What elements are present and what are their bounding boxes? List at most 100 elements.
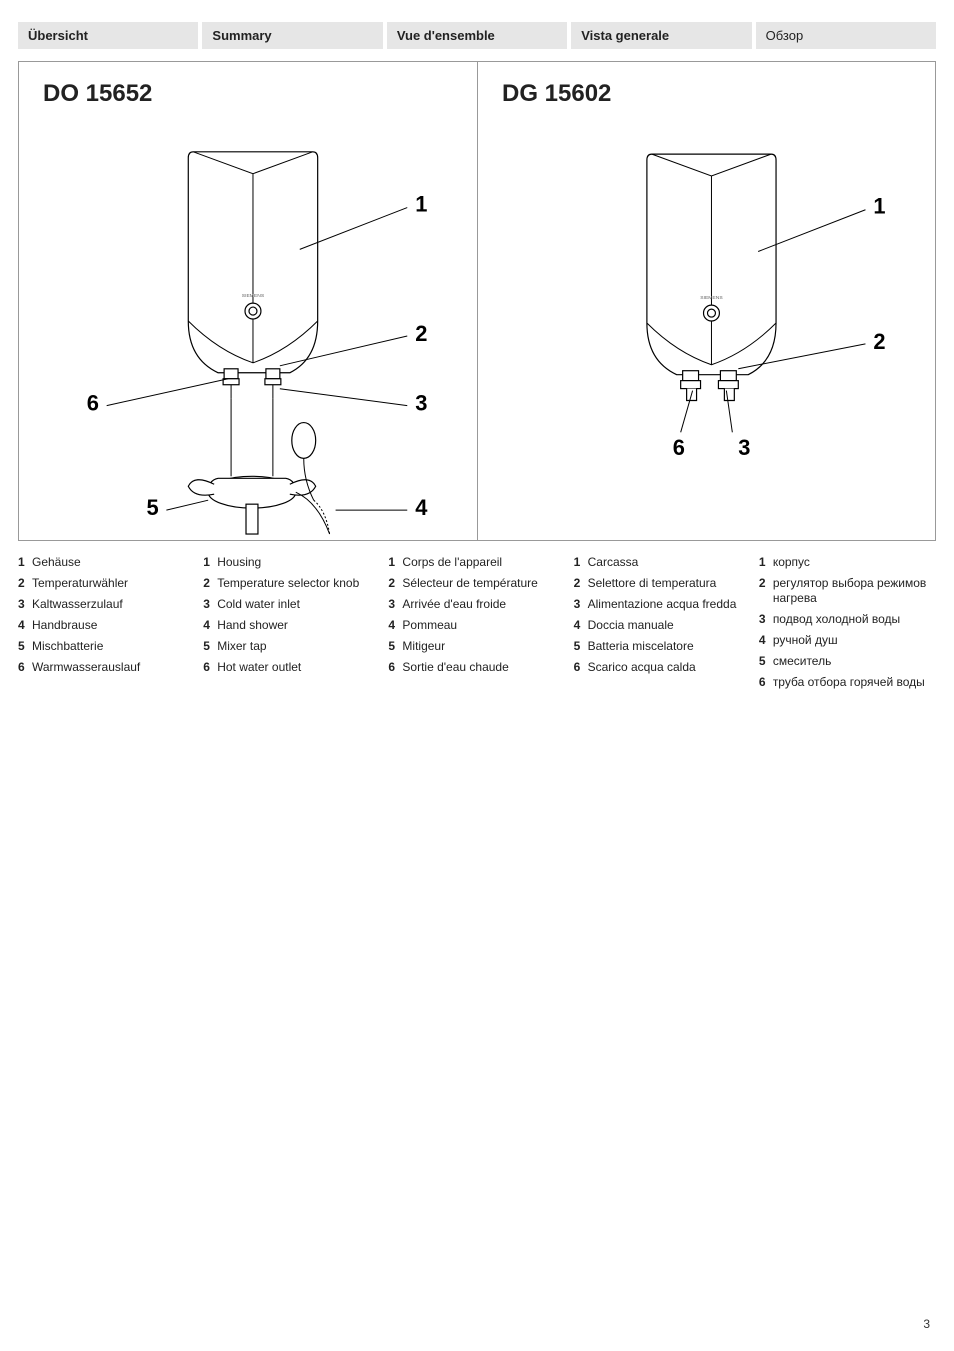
legend-term: Temperature selector knob — [217, 576, 380, 591]
legend-row: 2Selettore di temperatura — [574, 576, 751, 591]
legend-term: Cold water inlet — [217, 597, 380, 612]
callout-number: 6 — [673, 435, 685, 460]
legend-term: регулятор выбора режимов нагрева — [773, 576, 936, 606]
legend-number: 3 — [203, 597, 217, 612]
legend-term: Hot water outlet — [217, 660, 380, 675]
tab-it[interactable]: Vista generale — [571, 22, 751, 49]
legend-row: 4ручной душ — [759, 633, 936, 648]
legend-number: 1 — [388, 555, 402, 570]
callout-number: 1 — [873, 194, 885, 219]
legend-term: корпус — [773, 555, 936, 570]
legend-row: 3Alimentazione acqua fredda — [574, 597, 751, 612]
diagram-left: SIEMENS — [19, 112, 477, 540]
legend-row: 2Sélecteur de température — [388, 576, 565, 591]
diagram-container: DO 15652 SIEMENS — [18, 61, 936, 541]
legend-number: 5 — [388, 639, 402, 654]
callout-number: 2 — [415, 321, 427, 346]
legend-row: 5смеситель — [759, 654, 936, 669]
legend-term: подвод холодной воды — [773, 612, 936, 627]
legend-number: 1 — [759, 555, 773, 570]
callout-number: 3 — [738, 435, 750, 460]
callout-number: 3 — [415, 391, 427, 416]
legend-term: Pommeau — [402, 618, 565, 633]
legend-row: 4Doccia manuale — [574, 618, 751, 633]
legend-term: Mischbatterie — [32, 639, 195, 654]
legend-number: 3 — [388, 597, 402, 612]
legend-number: 4 — [759, 633, 773, 648]
legend-number: 6 — [203, 660, 217, 675]
legend-number: 1 — [18, 555, 32, 570]
legend-term: Housing — [217, 555, 380, 570]
tab-en[interactable]: Summary — [202, 22, 382, 49]
legend-number: 3 — [759, 612, 773, 627]
legend-row: 3Arrivée d'eau froide — [388, 597, 565, 612]
legend-row: 1Carcassa — [574, 555, 751, 570]
tab-bar: Übersicht Summary Vue d'ensemble Vista g… — [0, 0, 954, 49]
legend-number: 2 — [18, 576, 32, 591]
legend-term: Alimentazione acqua fredda — [588, 597, 751, 612]
legend-term: Doccia manuale — [588, 618, 751, 633]
svg-text:SIEMENS: SIEMENS — [700, 295, 723, 301]
legends: 1Gehäuse2Temperaturwähler3Kaltwasserzula… — [0, 541, 954, 696]
legend-number: 3 — [18, 597, 32, 612]
legend-term: Carcassa — [588, 555, 751, 570]
legend-number: 2 — [574, 576, 588, 591]
legend-number: 4 — [574, 618, 588, 633]
legend-term: Handbrause — [32, 618, 195, 633]
legend-en: 1Housing2Temperature selector knob3Cold … — [203, 555, 380, 696]
legend-row: 3Cold water inlet — [203, 597, 380, 612]
page-number: 3 — [923, 1317, 930, 1331]
heater-diagram-right: SIEMENS 1 2 3 6 — [478, 112, 935, 540]
legend-term: Sélecteur de température — [402, 576, 565, 591]
tab-fr[interactable]: Vue d'ensemble — [387, 22, 567, 49]
legend-row: 3Kaltwasserzulauf — [18, 597, 195, 612]
legend-term: Batteria miscelatore — [588, 639, 751, 654]
legend-term: Gehäuse — [32, 555, 195, 570]
legend-term: Temperaturwähler — [32, 576, 195, 591]
legend-number: 5 — [759, 654, 773, 669]
legend-row: 1корпус — [759, 555, 936, 570]
legend-term: Corps de l'appareil — [402, 555, 565, 570]
legend-row: 4Handbrause — [18, 618, 195, 633]
legend-number: 2 — [203, 576, 217, 591]
tab-ru[interactable]: Обзор — [756, 22, 936, 49]
legend-number: 4 — [388, 618, 402, 633]
tab-de[interactable]: Übersicht — [18, 22, 198, 49]
callout-number: 4 — [415, 495, 428, 520]
legend-number: 4 — [18, 618, 32, 633]
callout-number: 2 — [873, 329, 885, 354]
legend-number: 2 — [759, 576, 773, 591]
legend-term: Hand shower — [217, 618, 380, 633]
panel-left: DO 15652 SIEMENS — [19, 62, 477, 540]
legend-row: 5Mixer tap — [203, 639, 380, 654]
legend-number: 6 — [574, 660, 588, 675]
legend-term: Sortie d'eau chaude — [402, 660, 565, 675]
legend-row: 2Temperature selector knob — [203, 576, 380, 591]
legend-number: 6 — [759, 675, 773, 690]
legend-row: 6Scarico acqua calda — [574, 660, 751, 675]
legend-row: 3подвод холодной воды — [759, 612, 936, 627]
legend-row: 6труба отбора горячей воды — [759, 675, 936, 690]
legend-row: 6Hot water outlet — [203, 660, 380, 675]
legend-term: Selettore di temperatura — [588, 576, 751, 591]
legend-number: 3 — [574, 597, 588, 612]
legend-row: 2Temperaturwähler — [18, 576, 195, 591]
legend-ru: 1корпус2регулятор выбора режимов нагрева… — [759, 555, 936, 696]
legend-term: Warmwasserauslauf — [32, 660, 195, 675]
legend-term: Scarico acqua calda — [588, 660, 751, 675]
legend-term: Mitigeur — [402, 639, 565, 654]
legend-number: 5 — [18, 639, 32, 654]
legend-number: 4 — [203, 618, 217, 633]
legend-row: 5Mitigeur — [388, 639, 565, 654]
callout-number: 5 — [146, 495, 158, 520]
legend-number: 1 — [203, 555, 217, 570]
legend-number: 6 — [388, 660, 402, 675]
legend-row: 1Corps de l'appareil — [388, 555, 565, 570]
legend-term: смеситель — [773, 654, 936, 669]
diagram-right: SIEMENS 1 2 3 6 — [478, 112, 935, 540]
panel-left-title: DO 15652 — [43, 80, 453, 108]
callout-number: 1 — [415, 192, 427, 217]
panel-right: DG 15602 SIEMENS 1236 — [477, 62, 935, 540]
legend-de: 1Gehäuse2Temperaturwähler3Kaltwasserzula… — [18, 555, 195, 696]
legend-term: Kaltwasserzulauf — [32, 597, 195, 612]
